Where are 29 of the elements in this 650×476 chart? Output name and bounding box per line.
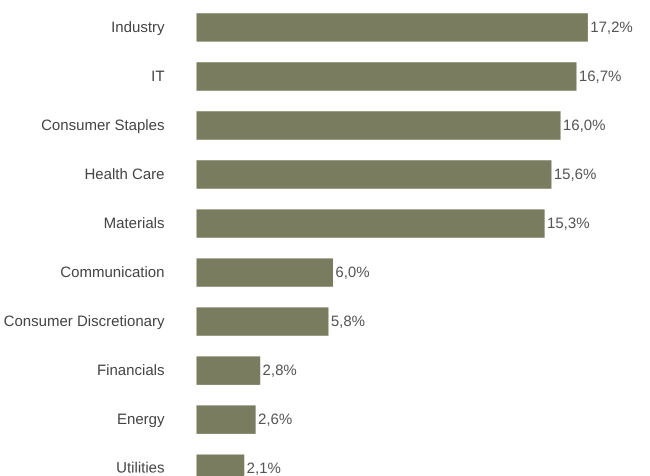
bar xyxy=(196,160,552,189)
y-tick-label: Health Care xyxy=(84,166,165,184)
data-label: 15,3% xyxy=(546,215,590,232)
data-label: 5,8% xyxy=(330,313,366,330)
bar xyxy=(196,62,576,91)
y-tick-label: Materials xyxy=(104,215,165,232)
y-tick-label: Consumer Discretionary xyxy=(4,313,165,330)
data-label: 2,8% xyxy=(262,362,297,380)
y-tick-label: Utilities xyxy=(116,460,165,476)
data-label: 6,0% xyxy=(335,264,370,282)
bar xyxy=(196,258,334,287)
bar xyxy=(196,307,328,336)
y-tick-label: Energy xyxy=(116,411,165,428)
y-tick-label: Communication xyxy=(60,264,165,282)
bar xyxy=(196,111,561,140)
data-label: 15,6% xyxy=(554,166,596,184)
bar xyxy=(196,209,545,238)
y-tick-label: Industry xyxy=(111,18,165,36)
y-tick-label: Consumer Staples xyxy=(41,117,165,134)
data-label: 17,2% xyxy=(590,18,633,36)
y-tick-label: IT xyxy=(151,68,165,85)
data-label: 2,1% xyxy=(246,460,281,476)
data-label: 2,6% xyxy=(258,411,292,428)
bar xyxy=(196,356,260,385)
y-tick-label: Financials xyxy=(96,362,164,380)
bar xyxy=(196,405,256,434)
data-label: 16,7% xyxy=(578,68,622,85)
data-label: 16,0% xyxy=(562,117,606,134)
bar xyxy=(196,13,588,42)
